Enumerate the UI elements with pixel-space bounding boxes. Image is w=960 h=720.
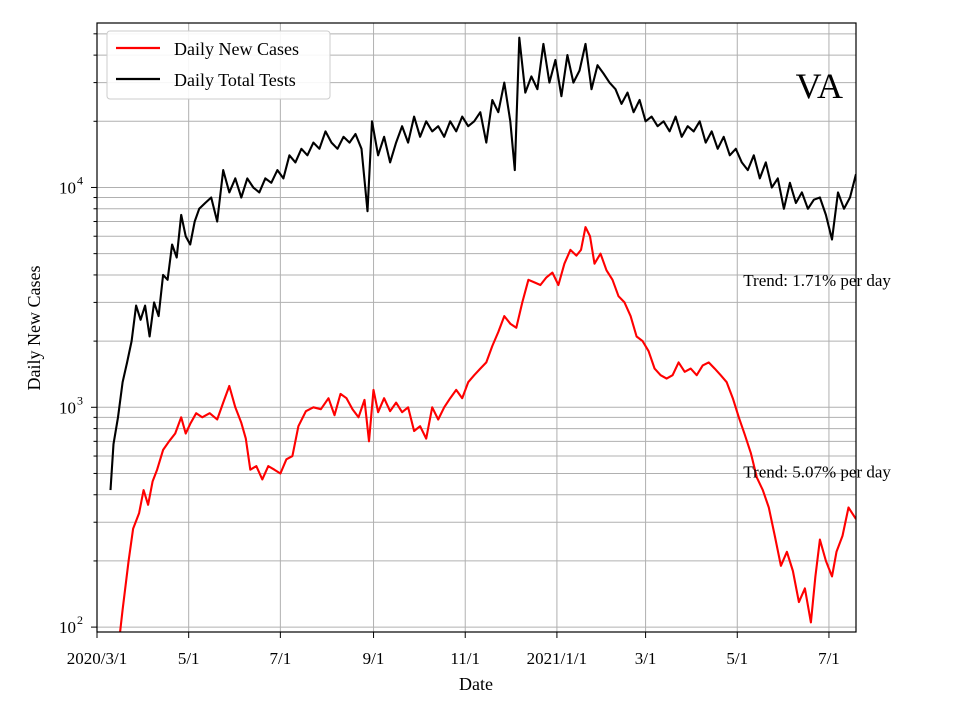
legend-label-cases: Daily New Cases [174,39,299,59]
region-label: VA [796,66,843,106]
y-tick-label: 10 4 [59,173,83,197]
x-tick-label: 7/1 [269,649,291,668]
y-tick-label: 10 2 [59,613,83,637]
y-tick-exponent: 2 [77,613,83,627]
y-axis-label: Daily New Cases [24,266,44,391]
legend-box [106,30,331,100]
x-tick-label: 2020/3/1 [67,649,127,668]
y-tick-exponent: 3 [77,393,83,407]
x-tick-label: 9/1 [363,649,385,668]
y-tick-base: 10 [59,618,76,637]
x-tick-label: 11/1 [450,649,480,668]
trend-annotation: Trend: 1.71% per day [743,271,891,290]
series-line-daily-new-cases [119,226,856,632]
annotations: Trend: 1.71% per day Trend: 5.07% per day [743,271,891,482]
y-tick-exponent: 4 [77,173,83,187]
ticks: 2020/3/1 5/1 7/1 9/1 11/1 2021/1/1 3/1 5/1 7/1 10… [59,33,840,668]
x-tick-label: 2021/1/1 [527,649,587,668]
x-tick-label: 5/1 [178,649,200,668]
trend-annotation: Trend: 5.07% per day [743,463,891,482]
series-layer [109,36,856,632]
y-tick-base: 10 [59,398,76,417]
legend-label-tests: Daily Total Tests [174,70,296,90]
x-tick-label: 5/1 [726,649,748,668]
x-tick-label: 3/1 [635,649,657,668]
legend: Daily New Cases Daily Total Tests [106,30,331,100]
series-line-daily-total-tests [109,36,856,491]
x-axis-label: Date [459,674,493,694]
grid [96,23,856,632]
x-tick-label: 7/1 [818,649,840,668]
y-tick-label: 10 3 [59,393,83,417]
y-tick-base: 10 [59,178,76,197]
plot-frame [96,22,857,633]
